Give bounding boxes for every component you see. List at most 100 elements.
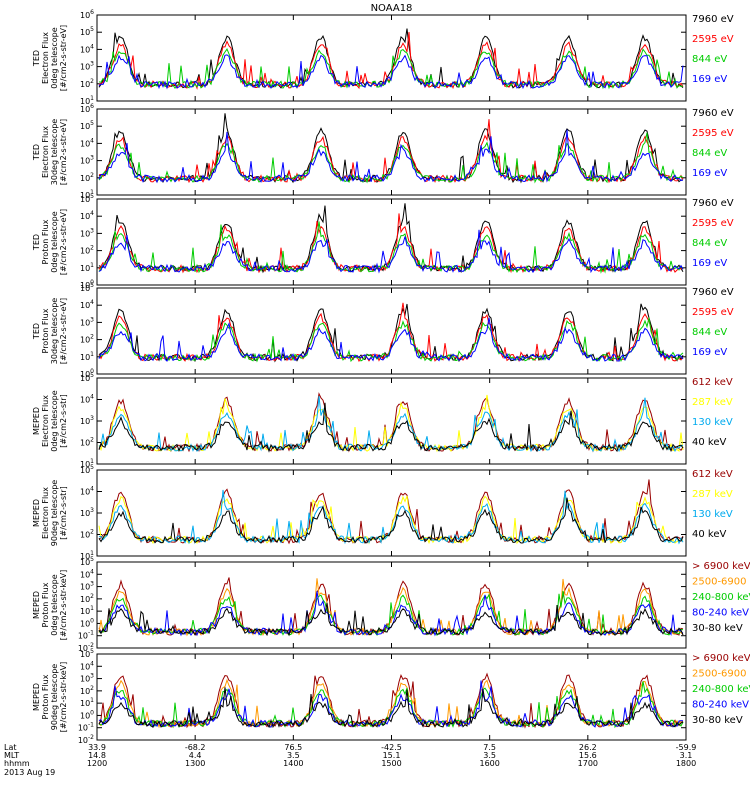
y-tick-label: 102 [80,685,94,696]
series-trace [98,591,684,637]
y-tick-label: 101 [80,458,94,469]
y-axis-label: TEDProton Flux0deg telescope[#/cm2-s-str… [32,209,68,275]
series-trace [98,221,684,274]
y-tick-label: 10-1 [78,630,94,641]
y-axis-label: TEDProton Flux30deg telescope[#/cm2-s-st… [32,298,68,365]
legend-entry: 2595 eV [692,218,734,229]
legend-entry: 130 keV [692,509,733,520]
legend-entry: 7960 eV [692,14,734,25]
y-tick-label: 103 [80,316,94,327]
legend-entry: 169 eV [692,74,727,85]
y-axis-label: MEPEDElectron Flux0deg telescope[#/cm2-s… [32,390,68,451]
y-tick-label: 103 [80,227,94,238]
y-axis-label: MEPEDElectron Flux90deg telescope[#/cm2-… [32,480,68,547]
x-tick-time: 1500 [381,759,401,768]
series-trace [98,113,684,184]
series-trace [98,672,684,729]
y-tick-label: 105 [80,26,94,37]
x-tick-time: 1700 [578,759,598,768]
y-tick-label: 101 [80,351,94,362]
x-tick-mlt: 3.1 [680,751,693,760]
legend-entry: 30-80 keV [692,715,743,726]
legend-entry: 2595 eV [692,307,734,318]
legend-entry: 7960 eV [692,108,734,119]
y-tick-label: 102 [80,593,94,604]
x-tick-time: 1600 [479,759,499,768]
y-tick-label: 10-1 [78,722,94,733]
x-tick-time: 1400 [283,759,303,768]
series-trace [98,495,684,545]
x-tick-lat: -42.5 [381,743,402,752]
series-trace [98,303,684,363]
series-trace [98,54,684,90]
y-tick-label: 101 [80,697,94,708]
legend-entry: 30-80 keV [692,623,743,634]
series-trace [98,229,684,274]
series-trace [98,680,684,728]
x-tick-time: 1800 [676,759,696,768]
panel-frame [96,377,687,465]
legend-entry: 844 eV [692,54,727,65]
series-trace [98,132,684,184]
panel-frame [96,108,687,196]
legend-entry: 612 keV [692,469,733,480]
y-tick-label: 100 [80,709,94,720]
y-tick-label: 103 [80,415,94,426]
legend-entry: 169 eV [692,347,727,358]
y-tick-label: 105 [80,648,94,659]
y-tick-label: 102 [80,437,94,448]
series-trace [98,392,684,453]
x-tick-lat: -68.2 [185,743,206,752]
y-tick-label: 104 [80,210,94,221]
legend-entry: 7960 eV [692,198,734,209]
panel-frame [96,198,687,286]
series-trace [98,317,684,362]
legend-entry: 844 eV [692,238,727,249]
series-trace [98,489,684,545]
y-tick-label: 105 [80,193,94,204]
legend-entry: 844 eV [692,327,727,338]
series-trace [98,687,684,729]
x-row-label: Lat [4,743,17,752]
y-tick-label: 101 [80,189,94,200]
legend-entry: 80-240 keV [692,700,749,711]
legend-entry: 612 keV [692,377,733,388]
legend-entry: 2500-6900 [692,669,747,680]
y-tick-label: 101 [80,262,94,273]
y-tick-label: 10-2 [78,734,94,745]
series-trace [98,602,684,637]
legend-entry: 240-800 keV [692,592,750,603]
y-tick-label: 105 [80,556,94,567]
legend-entry: 169 eV [692,168,727,179]
series-trace [98,302,684,363]
x-row-label: hhmm [4,759,30,768]
y-tick-label: 101 [80,605,94,616]
x-tick-mlt: 14.8 [88,751,106,760]
x-tick-lat: 76.5 [284,743,302,752]
y-tick-label: 103 [80,155,94,166]
y-tick-label: 102 [80,334,94,345]
legend-entry: 2595 eV [692,34,734,45]
x-tick-lat: -59.9 [676,743,697,752]
y-tick-label: 100 [80,368,94,379]
y-axis-label: TEDElectron Flux0deg telescope[#/cm2-s-s… [32,25,68,91]
y-tick-label: 104 [80,137,94,148]
x-tick-mlt: 15.6 [579,751,597,760]
x-tick-lat: 26.2 [579,743,597,752]
y-tick-label: 102 [80,172,94,183]
legend-entry: 287 keV [692,489,733,500]
x-tick-mlt: 15.1 [383,751,401,760]
legend-entry: > 6900 keV [692,653,750,664]
y-tick-label: 102 [80,529,94,540]
x-tick-time: 1300 [185,759,205,768]
y-tick-label: 101 [80,550,94,561]
legend-entry: 240-800 keV [692,684,750,695]
y-tick-label: 104 [80,486,94,497]
y-tick-label: 103 [80,507,94,518]
legend-entry: 40 keV [692,437,726,448]
y-tick-label: 103 [80,581,94,592]
legend-entry: 844 eV [692,148,727,159]
y-tick-label: 105 [80,464,94,475]
series-trace [98,402,684,453]
y-tick-label: 10-2 [78,642,94,653]
